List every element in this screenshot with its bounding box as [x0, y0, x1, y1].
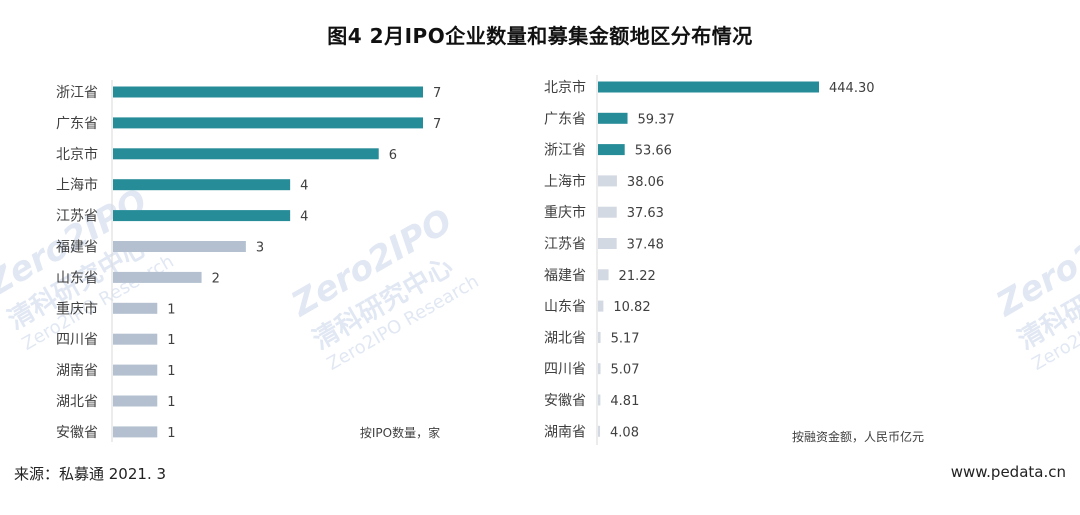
category-label: 重庆市 — [544, 204, 586, 221]
data-label: 53.66 — [635, 144, 672, 159]
data-label: 37.48 — [627, 238, 664, 253]
data-label: 10.82 — [613, 300, 650, 315]
category-label: 四川省 — [56, 332, 98, 348]
category-label: 重庆市 — [56, 300, 98, 317]
category-label: 上海市 — [544, 173, 586, 190]
bar — [598, 363, 601, 375]
unit-note: 按融资金额，人民币亿元 — [792, 429, 924, 444]
category-label: 上海市 — [56, 177, 98, 194]
category-label: 广东省 — [544, 111, 586, 127]
chart-title: 图4 2月IPO企业数量和募集金额地区分布情况 — [327, 24, 753, 48]
bar — [113, 302, 158, 314]
data-label: 2 — [212, 271, 220, 286]
bar — [598, 269, 609, 281]
bar — [598, 331, 601, 343]
bar — [113, 86, 423, 98]
bar — [598, 300, 604, 312]
data-label: 21.22 — [619, 269, 656, 284]
category-label: 福建省 — [544, 268, 586, 284]
category-label: 浙江省 — [544, 143, 586, 159]
category-label: 福建省 — [56, 240, 98, 256]
data-label: 4.08 — [610, 425, 639, 440]
data-label: 4.81 — [610, 394, 639, 409]
category-label: 广东省 — [56, 116, 98, 132]
bar — [113, 148, 379, 160]
bar — [113, 117, 423, 129]
website: www.pedata.cn — [950, 463, 1066, 481]
source-note: 来源：私募通 2021. 3 — [14, 465, 167, 483]
category-label: 安徽省 — [56, 425, 98, 441]
data-label: 7 — [433, 117, 441, 132]
data-label: 38.06 — [627, 175, 664, 190]
category-label: 山东省 — [544, 299, 586, 315]
bar — [598, 81, 819, 93]
bar — [113, 179, 291, 191]
data-label: 7 — [433, 86, 441, 101]
data-label: 6 — [389, 148, 397, 163]
bar — [113, 395, 158, 407]
data-label: 5.17 — [611, 331, 640, 346]
bar — [113, 364, 158, 376]
bar — [113, 271, 202, 283]
data-label: 444.30 — [829, 81, 875, 96]
category-label: 安徽省 — [544, 393, 586, 409]
category-label: 湖南省 — [544, 424, 586, 440]
data-label: 1 — [167, 364, 175, 379]
bar — [598, 112, 628, 124]
data-label: 1 — [167, 426, 175, 441]
category-label: 山东省 — [56, 270, 98, 286]
category-label: 湖南省 — [56, 363, 98, 379]
category-label: 北京市 — [56, 146, 98, 163]
bar — [598, 144, 625, 156]
data-label: 37.63 — [627, 206, 664, 221]
bar — [113, 333, 158, 345]
category-label: 北京市 — [544, 79, 586, 96]
category-label: 江苏省 — [56, 209, 98, 225]
data-label: 5.07 — [611, 363, 640, 378]
data-label: 3 — [256, 241, 264, 256]
data-label: 1 — [167, 333, 175, 348]
bar — [598, 206, 617, 218]
data-label: 59.37 — [638, 112, 675, 127]
data-label: 1 — [167, 302, 175, 317]
bar — [598, 425, 601, 437]
bar — [598, 238, 617, 249]
bar — [113, 241, 246, 252]
data-label: 1 — [167, 395, 175, 410]
category-label: 浙江省 — [56, 85, 98, 101]
data-label: 4 — [300, 210, 308, 225]
category-label: 湖北省 — [56, 394, 98, 410]
bar — [598, 394, 601, 406]
bar — [598, 175, 617, 187]
category-label: 湖北省 — [544, 330, 586, 346]
unit-note: 按IPO数量，家 — [360, 425, 440, 440]
data-label: 4 — [300, 179, 308, 194]
bar — [113, 426, 158, 438]
category-label: 江苏省 — [544, 237, 586, 253]
bar — [113, 210, 291, 222]
category-label: 四川省 — [544, 362, 586, 378]
